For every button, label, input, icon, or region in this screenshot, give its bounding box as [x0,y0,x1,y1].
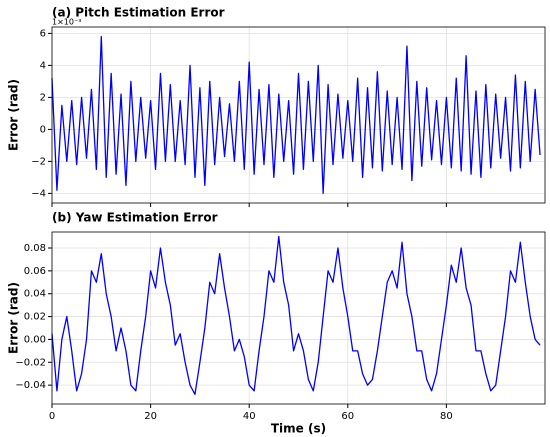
y-tick-label: 0.06 [24,266,46,277]
y-tick-label: 0.02 [24,312,46,323]
y-tick-label: 0.00 [24,334,46,345]
y-tick-label: −4 [31,188,46,199]
y-tick-label: 0.04 [24,289,46,300]
x-tick-label: 60 [341,411,354,422]
y-tick-label: −0.02 [15,357,46,368]
x-tick-label: 40 [243,411,256,422]
y-tick-label: 6 [40,28,46,39]
panel-title: (b) Yaw Estimation Error [52,211,218,225]
data-line [51,35,541,195]
axes-frame [51,231,546,405]
x-axis-label: Time (s) [271,422,326,436]
y-tick-label: −2 [31,156,46,167]
x-tick-label: 20 [144,411,157,422]
y-offset-label: 1×10⁻³ [52,18,81,27]
axes-frame [51,26,546,204]
y-tick-label: 4 [40,60,46,71]
y-tick-label: 2 [40,92,46,103]
y-tick-label: 0.08 [24,243,46,254]
y-tick-label: −0.04 [15,380,46,391]
y-tick-label: 0 [40,124,46,135]
data-line [51,235,541,395]
x-tick-label: 80 [440,411,453,422]
y-axis-label: Error (rad) [7,79,21,151]
y-axis-label: Error (rad) [7,282,21,354]
x-tick-label: 0 [49,411,55,422]
panel-title: (a) Pitch Estimation Error [52,6,225,20]
